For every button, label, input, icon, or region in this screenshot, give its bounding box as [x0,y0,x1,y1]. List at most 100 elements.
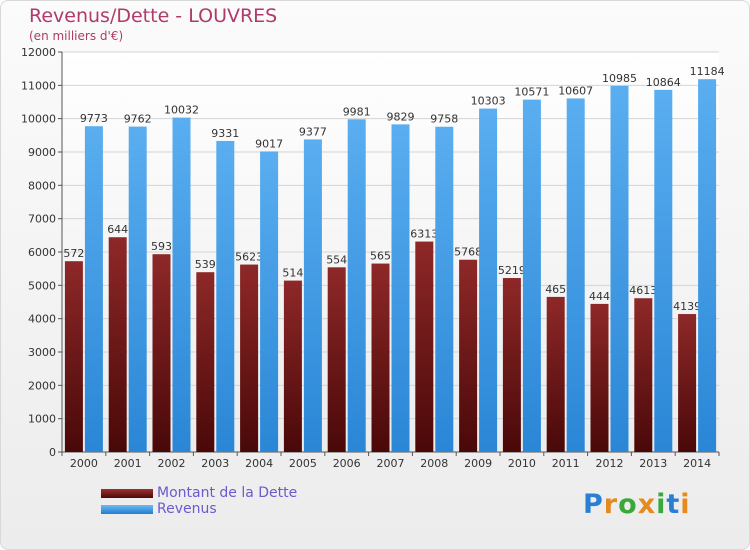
logo-letter: x [637,489,657,520]
data-label-dette: 593 [151,240,172,253]
x-tick-label: 2012 [596,457,624,470]
bar-dette [415,241,434,452]
proxiti-logo: Proxiti [583,489,691,520]
legend-label-revenus: Revenus [157,501,217,517]
y-tick-label: 8000 [28,179,56,192]
y-tick-label: 1000 [28,413,56,426]
x-tick-label: 2005 [289,457,317,470]
logo-letter: r [603,489,619,520]
data-label-revenus: 9773 [80,112,108,125]
data-label-revenus: 10864 [646,76,681,89]
data-label-dette: 644 [107,223,128,236]
bar-dette [459,259,478,452]
bar-dette [327,267,346,452]
data-label-dette: 4139 [673,300,701,313]
data-label-dette: 465 [545,283,566,296]
x-tick-label: 2011 [552,457,580,470]
bar-dette [240,264,259,452]
data-label-revenus: 9829 [387,110,415,123]
y-tick-label: 12000 [21,46,56,59]
x-tick-label: 2010 [508,457,536,470]
bar-dette [502,278,521,452]
data-label-revenus: 10303 [471,95,506,108]
data-label-dette: 514 [282,267,303,280]
data-label-dette: 539 [195,258,216,271]
data-label-revenus: 9331 [211,127,239,140]
logo-letter: t [666,489,681,520]
data-label-revenus: 10607 [558,84,593,97]
y-tick-label: 10000 [21,113,56,126]
bar-revenus [566,98,585,452]
chart-title: Revenus/Dette - LOUVRES [29,5,278,27]
bar-revenus [391,124,410,452]
bar-revenus [347,119,366,453]
y-tick-label: 5000 [28,279,56,292]
data-label-revenus: 9762 [124,113,152,126]
x-tick-label: 2002 [158,457,186,470]
x-tick-label: 2006 [333,457,361,470]
bar-revenus [522,99,541,452]
bar-revenus [303,139,322,452]
bar-dette [196,272,215,452]
data-label-dette: 5219 [498,264,526,277]
bar-revenus [479,108,498,453]
bar-dette [371,263,390,452]
y-tick-label: 4000 [28,313,56,326]
bar-dette [590,303,609,452]
data-label-revenus: 9377 [299,125,327,138]
bar-dette [152,254,171,452]
y-tick-label: 2000 [28,379,56,392]
bar-dette [283,280,302,452]
data-label-revenus: 9758 [430,113,458,126]
legend-swatch-revenus [101,505,153,514]
x-tick-label: 2008 [420,457,448,470]
y-tick-label: 6000 [28,246,56,259]
bar-revenus [84,126,103,452]
y-tick-label: 3000 [28,346,56,359]
bar-dette [64,261,83,452]
y-tick-label: 7000 [28,213,56,226]
data-label-revenus: 10571 [514,86,549,99]
x-tick-label: 2009 [464,457,492,470]
logo-letter: i [680,489,691,520]
bar-revenus [172,117,191,452]
bar-revenus [216,140,235,452]
x-tick-label: 2014 [683,457,711,470]
bar-dette [634,298,653,452]
data-label-revenus: 10032 [164,104,199,117]
data-label-dette: 444 [589,290,610,303]
x-tick-label: 2004 [245,457,273,470]
y-tick-label: 11000 [21,79,56,92]
bar-revenus [610,85,629,452]
data-label-revenus: 9017 [255,137,283,150]
logo-letter: o [618,489,638,520]
chart-subtitle: (en milliers d'€) [29,29,124,43]
data-label-dette: 6313 [410,228,438,241]
data-label-dette: 554 [326,253,347,266]
y-tick-label: 9000 [28,146,56,159]
x-tick-label: 2013 [639,457,667,470]
bar-dette [108,237,127,452]
x-tick-label: 2000 [70,457,98,470]
bar-dette [678,314,697,452]
data-label-dette: 5623 [235,251,263,264]
x-tick-label: 2003 [201,457,229,470]
data-label-dette: 565 [370,250,391,263]
bar-revenus [654,89,673,452]
bar-revenus [260,151,279,452]
bar-revenus [128,126,147,452]
logo-letter: P [583,489,604,520]
legend-label-dette: Montant de la Dette [157,485,298,501]
bar-revenus [698,79,717,452]
x-tick-label: 2007 [377,457,405,470]
data-label-dette: 572 [63,247,84,260]
bar-revenus [435,126,454,452]
bar-dette [546,296,565,452]
data-label-revenus: 11184 [690,65,725,78]
data-label-dette: 4613 [629,284,657,297]
data-label-dette: 5768 [454,246,482,259]
x-tick-label: 2001 [114,457,142,470]
legend-swatch-dette [101,489,153,498]
